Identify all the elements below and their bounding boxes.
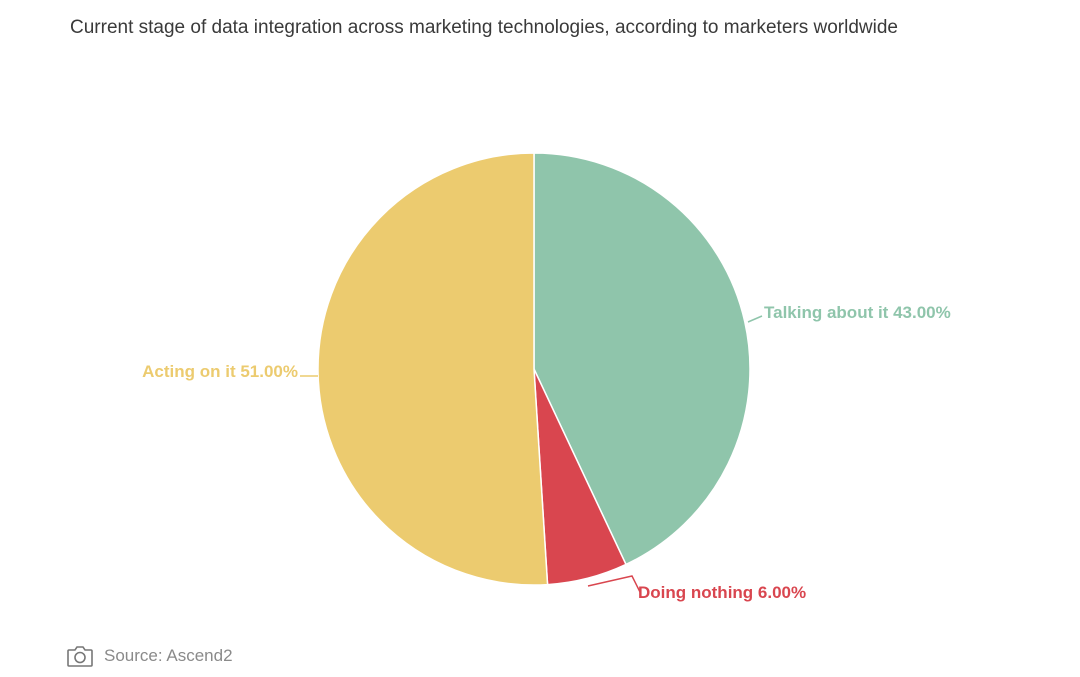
chart-title: Current stage of data integration across… (70, 17, 898, 38)
source-label: Source: Ascend2 (104, 646, 233, 665)
slice-label-acting-on-it: Acting on it 51.00% (142, 362, 298, 381)
slice-label-talking-about-it: Talking about it 43.00% (764, 303, 951, 322)
pie-slice-talking-about-it[interactable] (533, 152, 751, 566)
pie-chart: Talking about it 43.00% Doing nothing 6.0… (142, 152, 951, 602)
camera-icon[interactable] (66, 644, 94, 668)
pie-slice-acting-on-it[interactable] (317, 152, 549, 586)
leader-line-talking-about-it (747, 315, 763, 323)
slice-label-doing-nothing: Doing nothing 6.00% (638, 583, 806, 602)
leader-line-doing-nothing (587, 575, 641, 593)
source-note: Source: Ascend2 (66, 644, 233, 668)
